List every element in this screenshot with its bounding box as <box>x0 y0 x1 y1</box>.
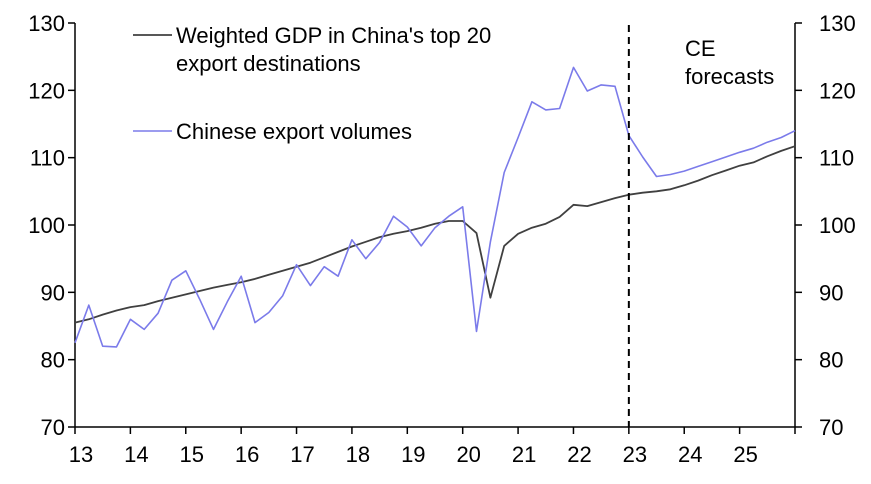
x-tick-label: 19 <box>401 442 425 467</box>
left-y-tick-label: 90 <box>41 280 65 305</box>
legend: Weighted GDP in China's top 20 export de… <box>133 23 491 144</box>
x-tick-label: 20 <box>456 442 480 467</box>
series-layer <box>74 66 796 348</box>
x-tick-label: 21 <box>512 442 536 467</box>
x-tick-label: 23 <box>623 442 647 467</box>
x-axis-ticks: 13 14 15 16 17 18 19 20 21 22 23 24 25 <box>69 427 796 467</box>
right-y-tick-label: 70 <box>819 415 843 440</box>
x-tick-label: 13 <box>69 442 93 467</box>
x-tick-label: 14 <box>124 442 148 467</box>
axes: 70 80 90 100 110 120 130 70 80 90 100 110 120 130 <box>28 11 855 440</box>
right-y-tick-label: 120 <box>819 78 856 103</box>
x-tick-label: 24 <box>678 442 702 467</box>
x-tick-label: 25 <box>733 442 757 467</box>
right-y-tick-label: 90 <box>819 280 843 305</box>
forecast-annotation-line-2: forecasts <box>685 64 774 89</box>
left-y-tick-label: 70 <box>41 415 65 440</box>
x-tick-label: 22 <box>567 442 591 467</box>
legend-label-exports: Chinese export volumes <box>176 119 412 144</box>
left-y-tick-label: 130 <box>28 11 65 36</box>
x-tick-label: 15 <box>180 442 204 467</box>
right-y-tick-label: 100 <box>819 213 856 238</box>
left-y-tick-label: 100 <box>28 213 65 238</box>
legend-label-gdp-line-2: export destinations <box>176 51 361 76</box>
x-tick-label: 16 <box>235 442 259 467</box>
right-y-tick-label: 130 <box>819 11 856 36</box>
x-tick-label: 17 <box>290 442 314 467</box>
left-y-tick-label: 80 <box>41 348 65 373</box>
forecast-annotation-line-1: CE <box>685 36 716 61</box>
legend-label-gdp-line-1: Weighted GDP in China's top 20 <box>176 23 491 48</box>
left-y-tick-label: 110 <box>30 146 65 171</box>
left-y-tick-label: 120 <box>28 78 65 103</box>
series-line-exports <box>74 66 796 348</box>
right-y-tick-label: 110 <box>819 146 854 171</box>
series-line-gdp <box>74 145 796 324</box>
right-y-tick-label: 80 <box>819 348 843 373</box>
x-tick-label: 18 <box>346 442 370 467</box>
